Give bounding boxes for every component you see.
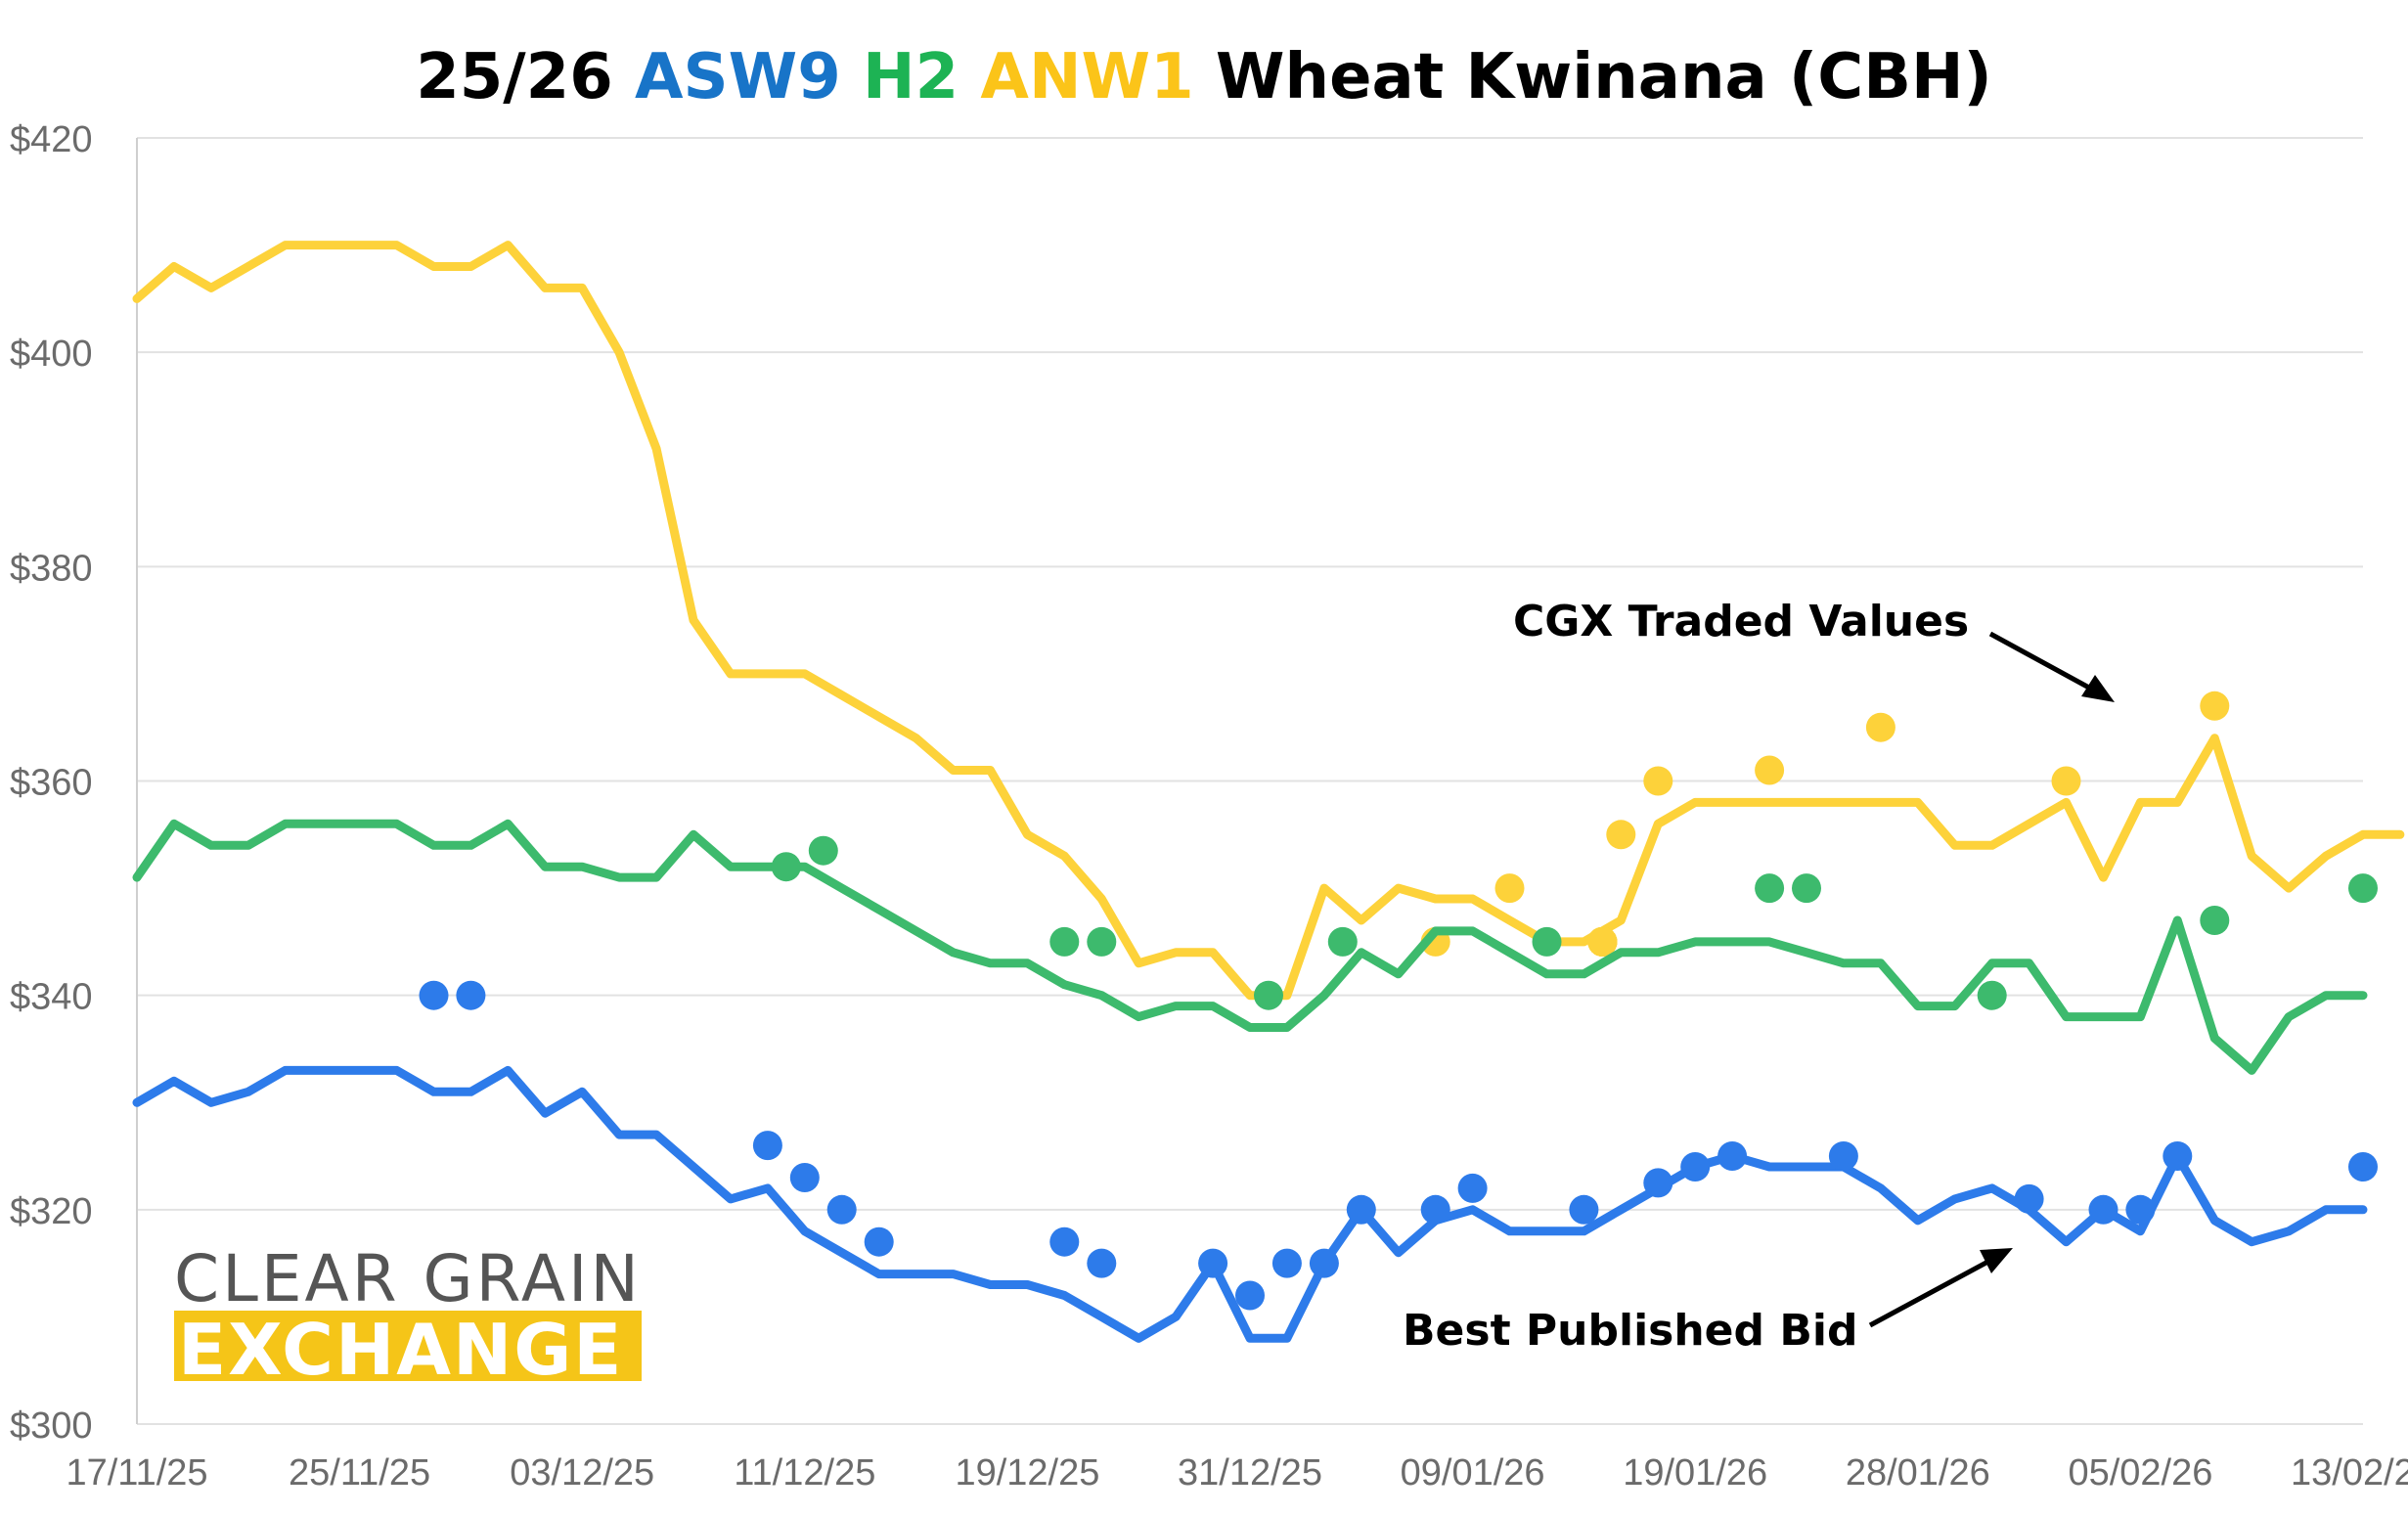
traded-point [1494,873,1525,904]
traded-point [1587,926,1618,957]
x-tick-label: 03/12/25 [510,1452,654,1494]
logo-band [174,1311,642,1381]
traded-point [1606,820,1636,850]
x-tick-label: 09/01/26 [1401,1452,1545,1494]
chart-title-part: ASW9 [635,41,841,113]
x-tick-label: 11/12/25 [734,1452,875,1494]
traded-point [456,980,486,1010]
chart-title-part: Wheat Kwinana (CBH) [1194,41,1992,113]
x-tick-label: 05/02/26 [2068,1452,2212,1494]
traded-point [1254,980,1283,1010]
traded-point [771,852,801,882]
traded-point [1828,1141,1858,1171]
grid [136,137,2363,1425]
traded-point [1309,1248,1339,1278]
chart-title-part: H2 [841,41,981,113]
logo: CLEAR GRAIN EXCHANGE [174,1241,642,1391]
traded-point [1327,926,1358,957]
traded-point [1049,926,1080,957]
traded-point [1977,980,2007,1010]
annotation-best-bid-label: Best Published Bid [1403,1306,1857,1356]
y-axis-ticks: $300 $320 $340 $360 $380 $400 $420 [10,119,93,1447]
logo-bottom-text: EXCHANGE [178,1309,624,1391]
traded-point [2014,1183,2044,1214]
traded-point [1049,1226,1080,1257]
annotation-traded-values: CGX Traded Values [1513,597,2115,702]
traded-point [2088,1194,2118,1225]
y-tick-label: $320 [10,1191,93,1232]
series-line [132,241,2405,1001]
traded-point [1087,1248,1117,1278]
traded-point [2125,1194,2156,1225]
traded-point [1271,1248,1302,1278]
traded-point [2051,766,2081,796]
traded-point [1717,1141,1748,1171]
traded-point [2348,873,2378,904]
x-tick-label: 31/12/25 [1178,1452,1322,1494]
traded-point [2163,1141,2193,1171]
series-line [132,1065,2368,1343]
logo-top-text: CLEAR GRAIN [174,1241,642,1316]
traded-point [1865,712,1895,742]
traded-point [1087,926,1117,957]
y-tick-label: $400 [10,334,93,375]
chart-title-part: ANW1 [980,41,1193,113]
series-layer [132,241,2405,1343]
y-tick-label: $300 [10,1405,93,1447]
x-axis-ticks: 17/11/25 25/11/25 03/12/25 11/12/25 19/12/25… [66,1452,2408,1494]
traded-point [2200,691,2230,721]
series-line [132,819,2368,1075]
traded-point [1532,926,1562,957]
chart-title-part: 25/26 [416,41,635,113]
y-tick-label: $380 [10,548,93,589]
traded-point [2348,1152,2378,1182]
annotation-traded-values-label: CGX Traded Values [1513,597,1969,647]
x-tick-label: 17/11/25 [66,1452,207,1494]
annotation-best-bid-arrow [1868,1255,1997,1328]
series-0 [132,241,2405,1001]
x-tick-label: 19/01/26 [1623,1452,1767,1494]
traded-point [1569,1194,1599,1225]
traded-point [419,980,449,1010]
x-tick-label: 25/11/25 [289,1452,430,1494]
series-1 [132,819,2378,1075]
x-tick-label: 28/01/26 [1846,1452,1990,1494]
traded-point [1755,873,1785,904]
traded-point [1346,1194,1376,1225]
annotation-traded-values-arrowhead [2081,675,2115,702]
annotation-best-bid-arrowhead [1980,1248,2013,1273]
traded-point [2200,906,2230,935]
traded-point [1457,1173,1488,1203]
traded-point [826,1194,857,1225]
traded-point [864,1226,894,1257]
traded-point [1643,766,1673,796]
traded-point [1198,1248,1228,1278]
annotation-traded-values-arrow [1988,631,2100,695]
x-tick-label: 19/12/25 [955,1452,1099,1494]
y-tick-label: $340 [10,977,93,1018]
x-tick-label: 13/02/26 [2291,1452,2408,1494]
traded-point [1680,1152,1711,1182]
traded-point [1755,755,1785,785]
traded-point [1792,873,1821,904]
traded-point [808,835,838,866]
traded-point [789,1163,820,1192]
traded-point [1420,1194,1450,1225]
traded-point [1643,1168,1673,1198]
y-tick-label: $360 [10,763,93,804]
series-2 [132,980,2378,1343]
y-tick-label: $420 [10,119,93,160]
chart-title: 25/26 ASW9 H2 ANW1 Wheat Kwinana (CBH) [416,41,1992,113]
traded-point [1235,1280,1265,1311]
annotation-best-bid: Best Published Bid [1403,1248,2013,1356]
traded-point [752,1131,782,1161]
